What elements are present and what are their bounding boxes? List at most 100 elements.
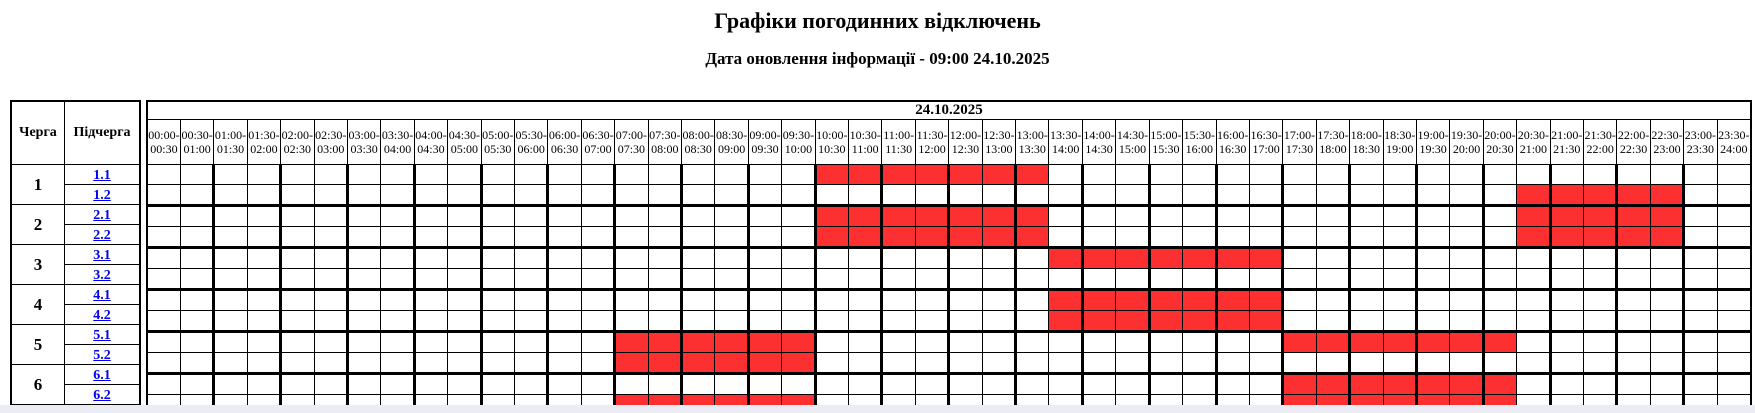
slot-cell [412, 226, 449, 248]
slot-cell [813, 310, 850, 332]
slot-cell [1382, 288, 1417, 311]
slot-cell [1582, 330, 1618, 353]
subqueue-link[interactable]: 6.2 [93, 387, 111, 403]
subqueue-link[interactable]: 3.1 [93, 247, 111, 263]
slot-cell [746, 226, 783, 248]
slot-cell [513, 288, 549, 311]
slot-cell [212, 204, 248, 227]
slot-cell [947, 394, 983, 405]
slot-cell [246, 246, 282, 269]
slot-cell [880, 184, 916, 206]
slot-cell [546, 226, 582, 248]
slot-cell-outage [679, 352, 716, 374]
slot-cell [714, 288, 749, 311]
slot-cell [146, 268, 181, 290]
queue-number: 1 [10, 164, 65, 205]
slot-cell-outage [1615, 204, 1651, 227]
slot-cell [412, 394, 449, 405]
slot-cell [1048, 184, 1083, 206]
slot-cell-outage [1115, 310, 1150, 332]
slot-cell-outage [1348, 372, 1384, 395]
schedule-row-3.2 [146, 268, 1752, 290]
slot-cell [179, 288, 215, 311]
slot-cell [679, 268, 716, 290]
slot-cell-outage [947, 226, 983, 248]
slot-cell-outage [1147, 288, 1184, 311]
time-slot-header: 17:30- 18:00 [1315, 119, 1351, 165]
slot-cell [279, 310, 315, 332]
slot-cell [345, 394, 382, 405]
slot-cell [1281, 310, 1317, 332]
slot-cell [1014, 288, 1050, 311]
subqueue-link[interactable]: 4.1 [93, 287, 111, 303]
slot-cell [1115, 330, 1150, 353]
slot-cell-outage [1281, 394, 1317, 405]
slot-cell [546, 288, 582, 311]
slot-cell [380, 226, 415, 248]
slot-cell-outage [679, 330, 716, 353]
slot-cell [981, 310, 1017, 332]
slot-cell [1649, 372, 1685, 395]
slot-cell [380, 184, 415, 206]
slot-cell [1481, 352, 1518, 374]
slot-cell [447, 226, 482, 248]
slot-cell [914, 268, 950, 290]
subqueue-link[interactable]: 2.2 [93, 227, 111, 243]
slot-cell [1582, 246, 1618, 269]
slot-cell [246, 204, 282, 227]
slot-cell [546, 352, 582, 374]
slot-cell [1516, 372, 1551, 395]
slot-cell [146, 394, 181, 405]
slot-cell [447, 288, 482, 311]
slot-cell [1615, 310, 1651, 332]
slot-cell [1080, 164, 1117, 185]
slot-cell [914, 372, 950, 395]
subqueue-link[interactable]: 6.1 [93, 367, 111, 383]
slot-cell [380, 352, 415, 374]
subqueue-link[interactable]: 5.2 [93, 347, 111, 363]
subqueue-link[interactable]: 2.1 [93, 207, 111, 223]
slot-cell-outage [947, 164, 983, 185]
subqueue-link[interactable]: 5.1 [93, 327, 111, 343]
slot-cell-outage [1248, 310, 1284, 332]
slot-cell-outage [1348, 330, 1384, 353]
slot-cell [848, 268, 883, 290]
slot-cell [947, 268, 983, 290]
slot-cell [345, 288, 382, 311]
slot-cell [479, 288, 515, 311]
slot-cell-outage [1014, 164, 1050, 185]
slot-cell-outage [746, 394, 783, 405]
time-slot-header: 05:00- 05:30 [480, 119, 515, 165]
slot-cell [380, 164, 415, 185]
slot-cell-outage [1382, 330, 1417, 353]
subqueue-cell: 5.1 [64, 324, 141, 345]
subqueue-link[interactable]: 1.1 [93, 167, 111, 183]
slot-cell [1147, 330, 1184, 353]
slot-cell-outage [981, 226, 1017, 248]
subqueue-link[interactable]: 3.2 [93, 267, 111, 283]
label-row-5.1: 5 5.1 [10, 324, 141, 365]
subqueue-link[interactable]: 1.2 [93, 187, 111, 203]
slot-cell-outage [914, 204, 950, 227]
time-slot-header: 18:30- 19:00 [1382, 119, 1417, 165]
time-slot-header: 23:00- 23:30 [1683, 119, 1718, 165]
slot-cell [212, 310, 248, 332]
slot-cell [1449, 310, 1484, 332]
queue-number: 3 [10, 244, 65, 285]
slot-cell-outage [914, 164, 950, 185]
time-slot-header: 21:00- 21:30 [1549, 119, 1584, 165]
slot-cell [1481, 164, 1518, 185]
slot-cell [1449, 204, 1484, 227]
slot-cell [1449, 226, 1484, 248]
subqueue-link[interactable]: 4.2 [93, 307, 111, 323]
slot-cell [313, 288, 348, 311]
slot-cell [813, 372, 850, 395]
slot-cell [848, 310, 883, 332]
slot-cell [1315, 184, 1351, 206]
slot-cell [1348, 352, 1384, 374]
slot-cell [580, 310, 616, 332]
slot-cell [746, 372, 783, 395]
slot-cell-outage [781, 394, 816, 405]
slot-cell-outage [1080, 288, 1117, 311]
slot-cell [179, 352, 215, 374]
